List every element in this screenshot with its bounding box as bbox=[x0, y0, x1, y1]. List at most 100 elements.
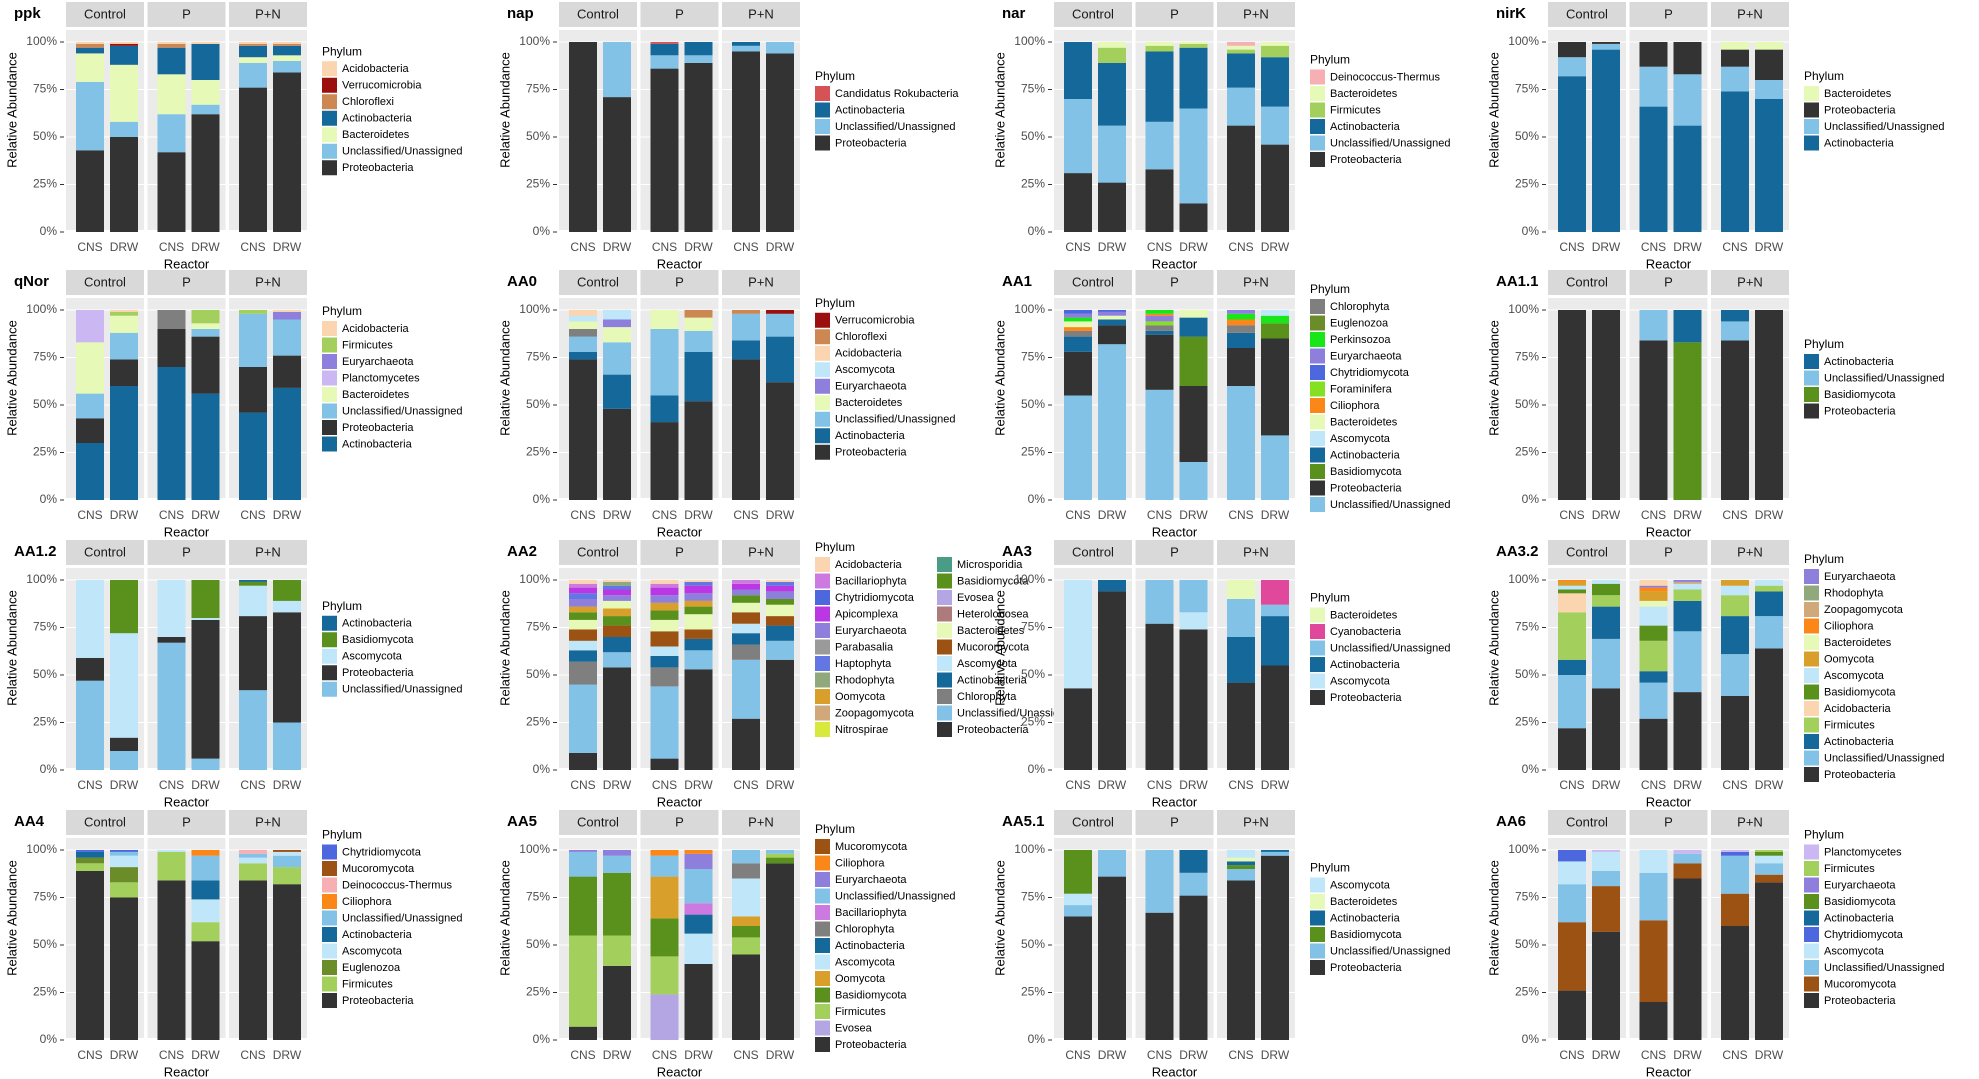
x-tick-label: DRW bbox=[603, 240, 632, 254]
bar-segment-bacteroidetes bbox=[1064, 321, 1092, 328]
chart-title: AA3.2 bbox=[1496, 543, 1539, 560]
bar-segment-euryarchaeota bbox=[569, 599, 597, 607]
bar-segment-bacteroidetes bbox=[1261, 42, 1289, 46]
bar-segment-unclassified-unassigned bbox=[1558, 57, 1586, 77]
bar-segment-proteobacteria bbox=[1261, 338, 1289, 436]
bar-segment-unclassified-unassigned bbox=[650, 329, 679, 396]
legend-swatch bbox=[1804, 119, 1819, 134]
facet-label: P+N bbox=[1243, 6, 1269, 21]
x-tick-label: DRW bbox=[1261, 1048, 1290, 1062]
bar-segment-unclassified-unassigned bbox=[766, 640, 794, 660]
legend-swatch bbox=[1804, 370, 1819, 386]
bar-segment-unclassified-unassigned bbox=[1592, 870, 1620, 887]
bar-segment-acidobacteria bbox=[1639, 580, 1668, 586]
legend-swatch bbox=[937, 705, 952, 721]
bar-segment-chytridiomycota bbox=[1558, 850, 1586, 862]
bar-segment-basidiomycota bbox=[650, 918, 679, 957]
bar-segment-ascomycota bbox=[1558, 861, 1586, 885]
legend-label: Microsporidia bbox=[957, 559, 1023, 571]
x-tick-label: CNS bbox=[240, 778, 265, 792]
legend-label: Unclassified/Unassigned bbox=[1824, 752, 1944, 764]
bar-segment-proteobacteria bbox=[191, 114, 220, 232]
legend-swatch bbox=[322, 910, 337, 926]
legend-swatch bbox=[815, 689, 830, 704]
bar-segment-firmicutes bbox=[191, 310, 220, 324]
x-tick-label: DRW bbox=[1755, 1048, 1784, 1062]
bar-segment-proteobacteria bbox=[1558, 728, 1586, 770]
legend-swatch bbox=[815, 938, 830, 953]
y-tick-label: 0% bbox=[40, 224, 58, 238]
y-tick-label: 25% bbox=[526, 177, 550, 191]
bar-segment-proteobacteria bbox=[157, 152, 186, 232]
facet-strip bbox=[66, 540, 144, 565]
y-tick-label: 0% bbox=[533, 1032, 551, 1046]
x-tick-label: CNS bbox=[1228, 240, 1253, 254]
facet-label: P+N bbox=[1737, 6, 1763, 21]
legend-swatch bbox=[1804, 910, 1819, 926]
bar-segment-proteobacteria bbox=[1592, 931, 1620, 1040]
legend-label: Basidiomycota bbox=[1824, 686, 1896, 698]
bar-segment-acidobacteria bbox=[157, 42, 186, 44]
facet-label: Control bbox=[84, 274, 126, 289]
facet-strip bbox=[1711, 810, 1789, 835]
bar-segment-actinobacteria bbox=[684, 42, 713, 56]
y-tick-label: 50% bbox=[33, 129, 57, 143]
legend-label: Actinobacteria bbox=[835, 430, 906, 442]
bar-segment-unclassified-unassigned bbox=[239, 62, 267, 88]
y-tick-label: 0% bbox=[533, 224, 551, 238]
bar-segment-proteobacteria bbox=[732, 718, 760, 770]
x-tick-label: CNS bbox=[77, 508, 102, 522]
legend-swatch bbox=[815, 557, 830, 572]
bar-segment-actinobacteria bbox=[732, 633, 760, 645]
legend-swatch bbox=[1310, 102, 1325, 118]
bar-segment-proteobacteria bbox=[1064, 688, 1092, 770]
bar-segment-unclassified-unassigned bbox=[569, 336, 597, 352]
bar-segment-basidiomycota bbox=[1261, 323, 1289, 339]
legend-label: Acidobacteria bbox=[835, 348, 903, 360]
bar-segment-oomycota bbox=[650, 602, 679, 611]
bar-segment-proteobacteria bbox=[1179, 203, 1208, 232]
bar-segment-oomycota bbox=[650, 876, 679, 919]
chart-panel-AA5-1: AA5.1 Relative Abundance 0% 25% 50% 75% 100% Co… bbox=[992, 810, 1450, 1079]
legend-label: Firmicutes bbox=[342, 978, 393, 990]
x-tick-label: CNS bbox=[159, 1048, 184, 1062]
bar-segment-unclassified-unassigned bbox=[1227, 386, 1255, 500]
facet-strip bbox=[1217, 270, 1295, 295]
legend-label: Actinobacteria bbox=[1824, 736, 1895, 748]
bar-segment-proteobacteria bbox=[76, 657, 104, 681]
bar-segment-unclassified-unassigned bbox=[1098, 850, 1126, 877]
bar-segment-actinobacteria bbox=[1558, 659, 1586, 675]
facet-strip bbox=[640, 810, 719, 835]
bar-segment-unclassified-unassigned bbox=[766, 850, 794, 854]
x-axis-label: Reactor bbox=[1152, 1064, 1198, 1079]
bar-segment-ascomycota bbox=[603, 310, 631, 320]
bar-segment-bacteroidetes bbox=[1227, 580, 1255, 599]
bar-segment-deinococcus-thermus bbox=[239, 850, 267, 854]
x-tick-label: CNS bbox=[1147, 1048, 1172, 1062]
bar-segment-actinobacteria bbox=[732, 340, 760, 360]
bar-segment-actinobacteria bbox=[1261, 57, 1289, 107]
bar-segment-actinobacteria bbox=[603, 374, 631, 409]
legend-swatch bbox=[1310, 927, 1325, 942]
legend-swatch bbox=[1804, 86, 1819, 101]
legend-swatch bbox=[1310, 960, 1325, 975]
bar-segment-ascomycota bbox=[569, 640, 597, 651]
x-tick-label: DRW bbox=[1098, 240, 1127, 254]
legend-swatch bbox=[322, 436, 337, 452]
chart-title: AA2 bbox=[507, 543, 537, 560]
x-tick-label: CNS bbox=[1065, 240, 1090, 254]
bar-segment-unclassified-unassigned bbox=[191, 758, 220, 770]
legend-label: Ciliophora bbox=[1824, 620, 1874, 632]
bar-segment-actinobacteria bbox=[569, 351, 597, 360]
bar-segment-firmicutes bbox=[1098, 47, 1126, 63]
x-tick-label: CNS bbox=[1228, 1048, 1253, 1062]
x-tick-label: CNS bbox=[733, 240, 758, 254]
bar-segment-bacteroidetes bbox=[157, 74, 186, 115]
bar-segment-oomycota bbox=[684, 600, 713, 607]
bar-segment-chloroflexi bbox=[732, 310, 760, 314]
legend-label: Chlorophyta bbox=[957, 691, 1017, 703]
facet-strip bbox=[66, 810, 144, 835]
legend-swatch bbox=[815, 987, 830, 1003]
legend-swatch bbox=[1804, 668, 1819, 683]
bar-segment-proteobacteria bbox=[110, 737, 138, 751]
